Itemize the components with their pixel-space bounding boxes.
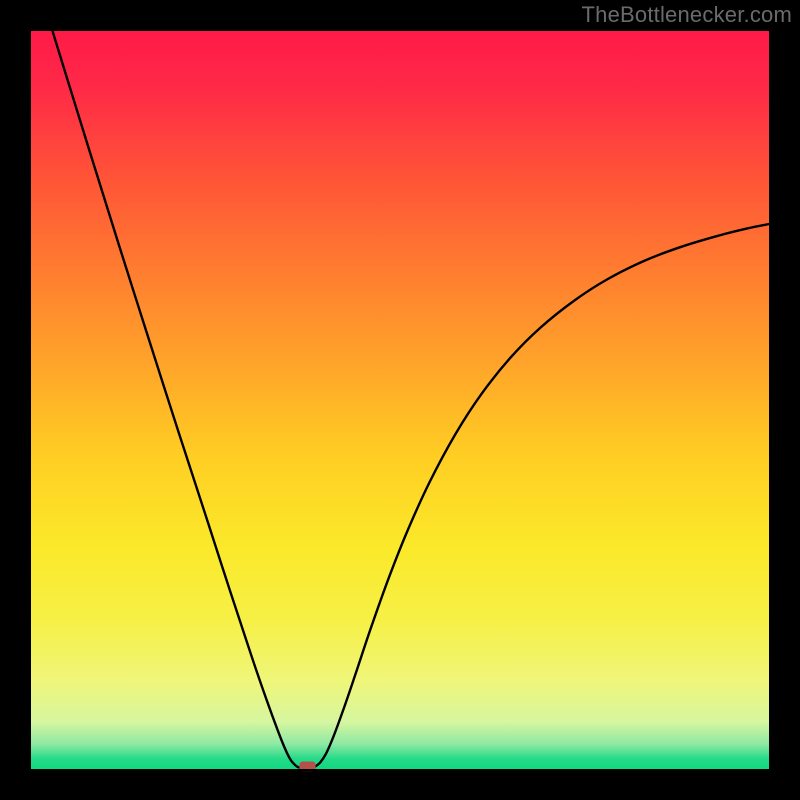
plot-background [30,30,770,770]
watermark-text: TheBottlenecker.com [582,2,792,28]
chart-container: TheBottlenecker.com [0,0,800,800]
bottleneck-chart [0,0,800,800]
